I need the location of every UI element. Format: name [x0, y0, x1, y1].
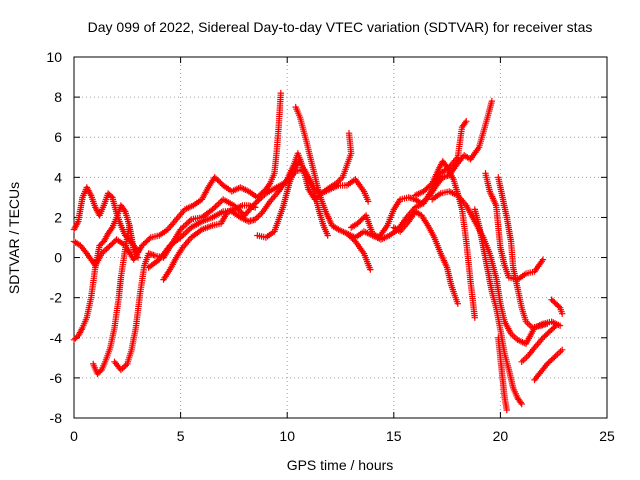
plot-frame: [73, 56, 608, 419]
data-series-s4: [90, 222, 133, 378]
plus-markers: [411, 158, 478, 321]
chart-title: Day 099 of 2022, Sidereal Day-to-day VTE…: [88, 19, 593, 35]
data-series-s2: [70, 202, 142, 343]
x-axis-label: GPS time / hours: [287, 457, 394, 473]
plus-markers: [531, 346, 566, 384]
data-series-s6: [145, 150, 372, 271]
y-tick-label: 6: [54, 129, 62, 145]
plus-markers: [111, 166, 331, 374]
y-tick-label: 0: [54, 250, 62, 266]
y-tick-label: 8: [54, 89, 62, 105]
y-tick-label: 10: [46, 49, 62, 65]
series-group: [70, 89, 566, 414]
plus-markers: [348, 97, 496, 241]
x-tick-label: 20: [493, 428, 509, 444]
data-series-s17: [495, 174, 551, 331]
plus-markers: [471, 206, 525, 408]
y-tick-label: -6: [50, 370, 63, 386]
x-axis: 0 5 10 15 20 25: [70, 57, 615, 444]
y-tick-label: -2: [50, 290, 63, 306]
data-series-s20: [531, 346, 566, 384]
data-series-s5: [111, 166, 331, 374]
plus-markers: [145, 150, 372, 271]
x-tick-label: 25: [599, 428, 615, 444]
y-tick-label: -8: [50, 410, 63, 426]
y-tick-label: -4: [50, 330, 63, 346]
data-series-s12: [390, 208, 461, 307]
plus-markers: [548, 296, 566, 317]
data-series-s19: [518, 322, 559, 365]
data-series-s15: [471, 206, 525, 408]
plus-markers: [390, 208, 461, 307]
x-tick-label: 5: [177, 428, 185, 444]
data-series-s11: [348, 97, 496, 241]
plus-markers: [495, 334, 510, 414]
y-axis-label: SDTVAR / TECUs: [6, 182, 22, 294]
data-series-s18: [495, 334, 510, 414]
data-series-s10: [343, 118, 470, 243]
x-tick-label: 10: [279, 428, 295, 444]
plus-markers: [160, 202, 259, 283]
plus-markers: [343, 118, 470, 243]
x-tick-label: 15: [386, 428, 402, 444]
x-tick-label: 0: [70, 428, 78, 444]
y-axis: -8 -6 -4 -2 0 2 4 6 8 10: [46, 49, 607, 426]
plus-markers: [495, 174, 551, 331]
plus-markers: [70, 202, 142, 343]
plus-markers: [90, 222, 133, 378]
y-tick-label: 2: [54, 209, 62, 225]
y-tick-label: 4: [54, 169, 62, 185]
data-series-s21: [548, 296, 566, 317]
plus-markers: [518, 322, 559, 365]
data-series-s7: [160, 202, 259, 283]
data-series-s13: [411, 158, 478, 321]
